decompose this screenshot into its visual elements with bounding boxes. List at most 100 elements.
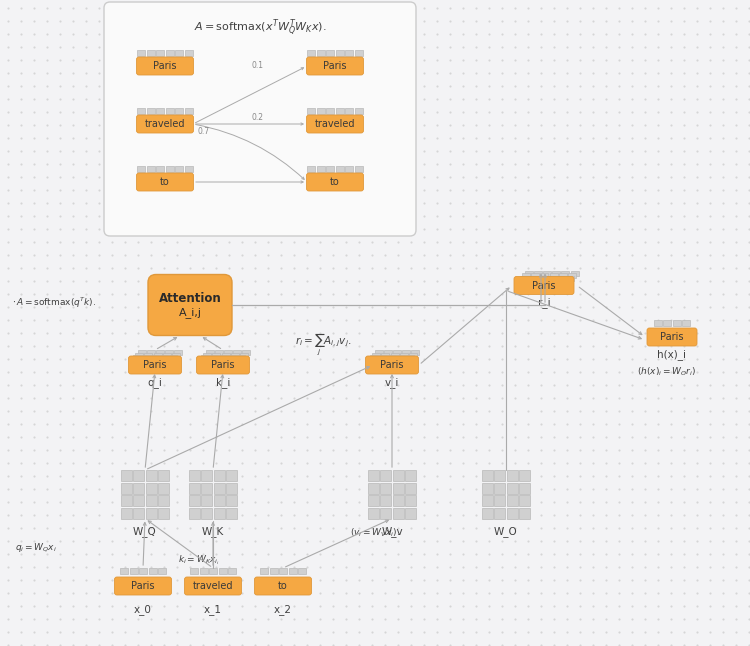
Point [197,107,209,117]
Bar [134,470,144,481]
Point [314,432,326,442]
Point [262,497,274,507]
Point [301,185,313,195]
Point [431,627,443,637]
Point [262,380,274,390]
Point [418,380,430,390]
Point [431,471,443,481]
Bar [538,275,546,280]
Point [587,133,599,143]
Point [743,601,750,611]
Point [158,263,170,273]
Point [548,172,560,182]
Point [314,289,326,299]
Point [275,575,287,585]
Point [132,380,144,390]
Point [314,42,326,52]
Point [717,627,729,637]
Point [236,250,248,260]
Point [353,432,365,442]
Text: r_i: r_i [538,298,550,308]
Point [184,107,196,117]
Point [197,68,209,78]
Point [600,523,612,533]
Point [262,198,274,208]
Point [2,419,14,429]
Point [288,536,300,546]
Point [470,16,482,26]
Point [717,588,729,598]
Point [54,185,66,195]
Point [574,328,586,338]
Point [275,523,287,533]
Point [405,250,417,260]
Point [262,536,274,546]
Point [613,367,625,377]
Point [483,120,495,130]
Point [80,211,92,221]
Point [730,3,742,13]
Point [2,133,14,143]
FancyBboxPatch shape [128,356,182,374]
Point [561,536,573,546]
Point [522,588,534,598]
Point [223,237,235,247]
Point [587,432,599,442]
Point [743,315,750,325]
Point [483,302,495,312]
Point [15,29,27,39]
Point [405,185,417,195]
Point [301,549,313,559]
Point [639,289,651,299]
Point [431,536,443,546]
Point [496,146,508,156]
Point [262,523,274,533]
Point [574,458,586,468]
Point [158,588,170,598]
Point [28,458,40,468]
Point [704,237,716,247]
Text: Paris: Paris [131,581,154,591]
Point [93,263,105,273]
Point [535,393,547,403]
Point [496,367,508,377]
Point [405,432,417,442]
Point [405,3,417,13]
Point [301,328,313,338]
Point [678,315,690,325]
Point [236,3,248,13]
Point [691,81,703,91]
Point [392,120,404,130]
Point [379,315,391,325]
Point [379,445,391,455]
Point [626,224,638,234]
Point [717,393,729,403]
Point [301,341,313,351]
Point [418,588,430,598]
Point [548,120,560,130]
Point [353,406,365,416]
Point [210,237,222,247]
Text: $A = \mathrm{softmax}(x^T W_Q^T W_K x).$: $A = \mathrm{softmax}(x^T W_Q^T W_K x).$ [194,17,326,39]
Point [301,133,313,143]
Point [236,536,248,546]
Point [54,263,66,273]
Point [379,172,391,182]
Text: Paris: Paris [143,360,166,370]
Point [93,172,105,182]
Point [327,42,339,52]
Point [275,640,287,646]
Point [366,562,378,572]
Bar [554,278,562,283]
Point [704,263,716,273]
Bar [405,483,416,494]
Point [275,133,287,143]
Point [665,549,677,559]
Point [405,627,417,637]
Point [67,601,79,611]
Point [431,562,443,572]
Point [509,640,521,646]
Point [704,16,716,26]
Point [236,224,248,234]
Point [665,81,677,91]
